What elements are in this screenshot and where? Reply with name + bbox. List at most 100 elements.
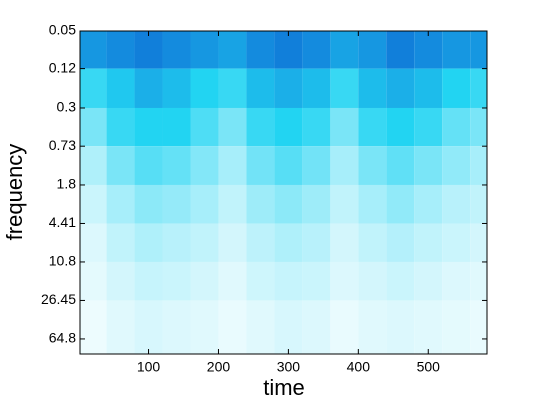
- heat-cell: [330, 31, 359, 69]
- heat-cell: [386, 261, 415, 301]
- heat-cell: [162, 107, 191, 147]
- heat-cell: [106, 300, 135, 354]
- heat-cell: [246, 146, 275, 185]
- heat-cell: [470, 31, 487, 69]
- heat-cell: [134, 31, 163, 69]
- heat-cell: [442, 146, 471, 185]
- heat-cell: [218, 107, 247, 147]
- heat-cell: [162, 68, 191, 108]
- heat-cell: [190, 184, 219, 224]
- heat-cell: [274, 68, 303, 108]
- heat-cell: [330, 261, 359, 301]
- heat-cell: [80, 223, 107, 262]
- heat-cell: [274, 300, 303, 354]
- heat-cell: [190, 31, 219, 69]
- heat-cell: [106, 223, 135, 262]
- heat-cell: [330, 300, 359, 354]
- heat-cell: [414, 300, 443, 354]
- heat-cell: [134, 300, 163, 354]
- heat-cell: [218, 300, 247, 354]
- heat-cell: [80, 261, 107, 301]
- heat-cell: [274, 261, 303, 301]
- heat-cell: [274, 107, 303, 147]
- heat-cell: [134, 146, 163, 185]
- x-tick-label: 400: [347, 359, 371, 375]
- heat-cell: [414, 184, 443, 224]
- heat-cell: [80, 31, 107, 69]
- heat-cell: [358, 31, 387, 69]
- heat-cell: [302, 184, 331, 224]
- heat-cell: [470, 184, 487, 224]
- heat-cell: [246, 68, 275, 108]
- heat-cell: [190, 68, 219, 108]
- heat-cell: [134, 223, 163, 262]
- heat-cell: [414, 223, 443, 262]
- heat-cell: [274, 223, 303, 262]
- heat-cell: [162, 31, 191, 69]
- heat-cell: [358, 107, 387, 147]
- heat-cell: [134, 261, 163, 301]
- heat-cell: [106, 68, 135, 108]
- heat-cell: [162, 184, 191, 224]
- heat-cell: [386, 31, 415, 69]
- heat-cell: [274, 146, 303, 185]
- heat-cell: [80, 68, 107, 108]
- heat-cell: [414, 31, 443, 69]
- heat-cell: [330, 68, 359, 108]
- x-tick-label: 100: [137, 359, 161, 375]
- y-tick-label: 0.3: [57, 99, 77, 115]
- heat-cell: [330, 223, 359, 262]
- heat-cell: [218, 261, 247, 301]
- heat-cell: [414, 107, 443, 147]
- heat-cell: [414, 68, 443, 108]
- heat-cell: [330, 107, 359, 147]
- x-tick-label: 300: [277, 359, 301, 375]
- heat-cell: [386, 223, 415, 262]
- heat-cell: [162, 261, 191, 301]
- y-tick-label: 0.12: [49, 59, 76, 75]
- heat-cell: [218, 68, 247, 108]
- heat-cell: [134, 184, 163, 224]
- y-tick-label: 26.45: [41, 291, 76, 307]
- y-tick-label: 64.8: [49, 330, 76, 346]
- heat-cell: [386, 107, 415, 147]
- heat-cell: [190, 300, 219, 354]
- heat-cell: [274, 184, 303, 224]
- heat-cell: [80, 184, 107, 224]
- x-tick-label: 200: [207, 359, 231, 375]
- heat-cell: [470, 261, 487, 301]
- heat-cell: [358, 146, 387, 185]
- heat-cell: [302, 68, 331, 108]
- heat-cell: [246, 107, 275, 147]
- heat-cell: [358, 68, 387, 108]
- y-tick-label: 4.41: [49, 214, 76, 230]
- heat-cell: [470, 68, 487, 108]
- y-tick-label: 1.8: [57, 176, 77, 192]
- heat-cell: [442, 300, 471, 354]
- heat-cell: [80, 146, 107, 185]
- heat-cell: [106, 184, 135, 224]
- x-tick-label: 500: [417, 359, 441, 375]
- heat-cell: [302, 146, 331, 185]
- heat-cell: [106, 146, 135, 185]
- plot-frame: [79, 30, 488, 355]
- y-tick-label: 10.8: [49, 253, 76, 269]
- heat-cell: [442, 31, 471, 69]
- heat-cell: [358, 184, 387, 224]
- x-axis-label: time: [263, 375, 305, 400]
- heat-cell: [470, 300, 487, 354]
- heat-cell: [134, 107, 163, 147]
- heat-cell: [358, 261, 387, 301]
- heat-cell: [386, 146, 415, 185]
- heat-cell: [386, 184, 415, 224]
- heat-cell: [246, 300, 275, 354]
- heat-cell: [302, 31, 331, 69]
- heat-cell: [80, 107, 107, 147]
- heat-cell: [106, 261, 135, 301]
- heat-cell: [218, 184, 247, 224]
- heat-cell: [414, 146, 443, 185]
- heat-cell: [330, 184, 359, 224]
- heat-cell: [274, 31, 303, 69]
